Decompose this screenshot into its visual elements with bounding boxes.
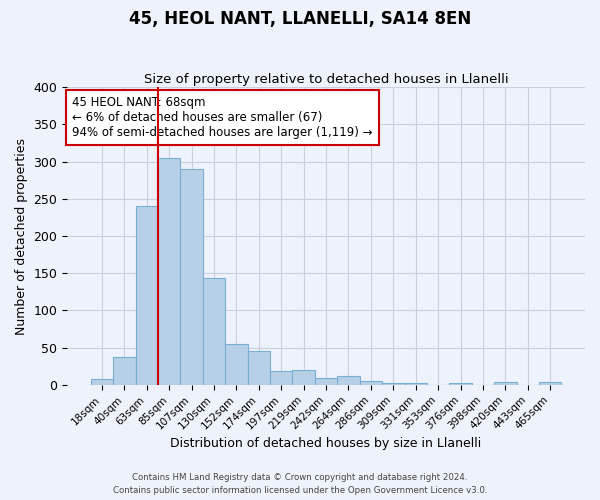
X-axis label: Distribution of detached houses by size in Llanelli: Distribution of detached houses by size … [170, 437, 482, 450]
Bar [539, 382, 562, 385]
Text: 45, HEOL NANT, LLANELLI, SA14 8EN: 45, HEOL NANT, LLANELLI, SA14 8EN [129, 10, 471, 28]
Bar [360, 381, 382, 385]
Title: Size of property relative to detached houses in Llanelli: Size of property relative to detached ho… [144, 73, 508, 86]
Bar [449, 382, 472, 385]
Bar [494, 382, 517, 385]
Bar [225, 344, 248, 385]
Bar [113, 356, 136, 385]
Bar [158, 158, 181, 385]
Bar [404, 384, 427, 385]
Bar [91, 379, 113, 385]
Text: 45 HEOL NANT: 68sqm
← 6% of detached houses are smaller (67)
94% of semi-detache: 45 HEOL NANT: 68sqm ← 6% of detached hou… [73, 96, 373, 139]
Bar [292, 370, 315, 385]
Bar [270, 372, 292, 385]
Bar [315, 378, 337, 385]
Bar [181, 169, 203, 385]
Bar [136, 206, 158, 385]
Bar [203, 278, 225, 385]
Bar [248, 352, 270, 385]
Text: Contains HM Land Registry data © Crown copyright and database right 2024.
Contai: Contains HM Land Registry data © Crown c… [113, 474, 487, 495]
Bar [337, 376, 360, 385]
Bar [382, 382, 404, 385]
Y-axis label: Number of detached properties: Number of detached properties [15, 138, 28, 334]
